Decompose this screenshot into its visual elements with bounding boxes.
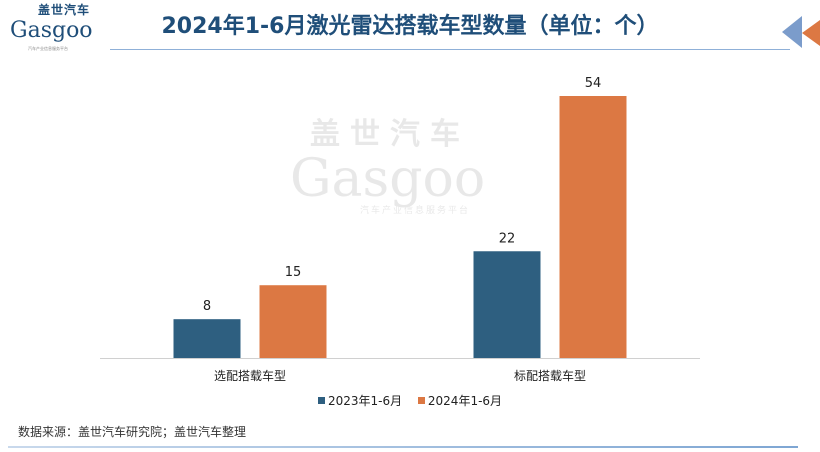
- data-label: 15: [285, 265, 302, 280]
- legend-label: 2023年1-6月: [327, 394, 403, 408]
- data-label: 54: [585, 76, 602, 91]
- header-divider: [110, 49, 790, 50]
- legend-swatch: [417, 397, 425, 404]
- bar-chart: 8 15 选配搭载车型 22 54 标配搭载车型: [100, 76, 700, 383]
- data-source: 数据来源：盖世汽车研究院；盖世汽车整理: [18, 425, 247, 439]
- category-label: 标配搭载车型: [514, 368, 586, 383]
- data-label: 22: [499, 231, 516, 246]
- arrow-decoration-icon: [782, 16, 820, 48]
- bar-2023-1: [473, 251, 541, 358]
- legend-label: 2024年1-6月: [427, 394, 503, 408]
- logo-en-text: Gasgoo: [10, 18, 93, 43]
- bar-2024-1: [559, 96, 627, 358]
- bar-2024-0: [259, 285, 327, 358]
- data-label: 8: [203, 299, 211, 314]
- page-title: 2024年1-6月激光雷达搭载车型数量（单位：个）: [161, 14, 659, 39]
- legend-item-2023: 2023年1-6月: [317, 392, 403, 409]
- logo-cn-text: 盖世汽车: [38, 3, 91, 17]
- legend: 2023年1-6月 2024年1-6月: [0, 392, 820, 409]
- legend-item-2024: 2024年1-6月: [417, 392, 503, 409]
- category-label: 选配搭载车型: [214, 368, 286, 383]
- bar-2023-0: [173, 319, 241, 358]
- legend-swatch: [317, 397, 325, 404]
- footer-divider: [8, 446, 798, 448]
- logo-subtitle: 汽车产业信息服务平台: [28, 46, 68, 51]
